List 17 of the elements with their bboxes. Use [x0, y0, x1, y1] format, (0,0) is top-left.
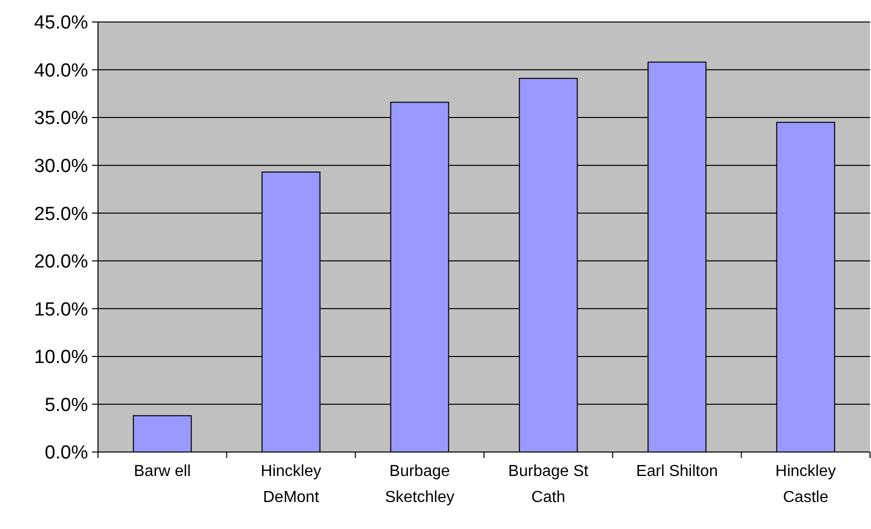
- x-tick-label: Hinckley DeMont: [260, 463, 322, 506]
- x-tick-label: Burbage St Cath: [508, 463, 589, 506]
- x-tick-label: Barw ell: [134, 463, 191, 480]
- x-tick-label: Burbage Sketchley: [384, 463, 454, 506]
- y-tick-label: 40.0%: [34, 60, 88, 82]
- y-tick-label: 15.0%: [34, 299, 88, 320]
- y-tick-label: 10.0%: [34, 347, 88, 368]
- y-tick-label: 25.0%: [34, 204, 88, 225]
- y-tick-label: 35.0%: [34, 108, 88, 130]
- y-tick-label: 30.0%: [34, 156, 88, 177]
- x-tick-label: Hinckley Castle: [775, 463, 836, 506]
- y-tick-label: 5.0%: [44, 394, 88, 416]
- bar: [132, 415, 192, 452]
- y-tick-label: 45.0%: [34, 12, 88, 34]
- x-tick-label: Earl Shilton: [636, 463, 718, 480]
- y-tick-label: 20.0%: [34, 252, 88, 273]
- y-tick-label: 0.0%: [44, 442, 88, 464]
